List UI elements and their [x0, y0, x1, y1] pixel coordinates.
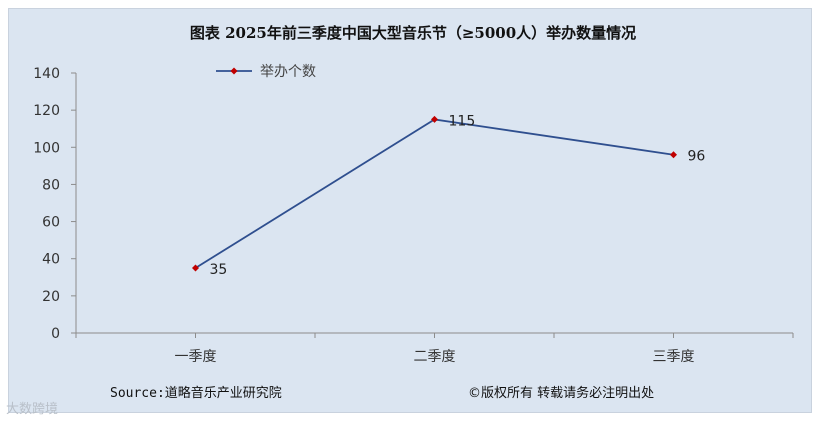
watermark-text: 大数跨境: [6, 402, 59, 417]
legend-marker: [230, 67, 238, 75]
y-tick-label: 0: [51, 326, 60, 342]
y-tick-label: 80: [42, 177, 60, 193]
x-tick-label: 三季度: [653, 349, 695, 365]
y-tick-label: 100: [33, 140, 60, 156]
data-label: 96: [688, 149, 706, 165]
x-tick-label: 二季度: [414, 349, 456, 365]
data-point: [431, 115, 438, 123]
y-tick-label: 60: [42, 215, 60, 231]
chart-panel: [8, 8, 812, 413]
y-tick-label: 140: [33, 66, 60, 82]
data-point: [670, 151, 677, 159]
data-point: [192, 264, 199, 272]
y-tick-label: 120: [33, 103, 60, 119]
legend-label: 举办个数: [260, 64, 316, 80]
series-line: [195, 118, 674, 269]
copyright-note: ©版权所有 转载请务必注明出处: [468, 386, 655, 401]
data-label: 115: [449, 113, 476, 129]
x-tick-label: 一季度: [175, 349, 217, 365]
source-note: Source:道略音乐产业研究院: [110, 386, 282, 401]
y-tick-label: 20: [42, 289, 60, 305]
data-label: 35: [210, 262, 228, 278]
y-tick-label: 40: [42, 252, 60, 268]
chart-title: 图表 2025年前三季度中国大型音乐节（≥5000人）举办数量情况: [190, 24, 636, 42]
